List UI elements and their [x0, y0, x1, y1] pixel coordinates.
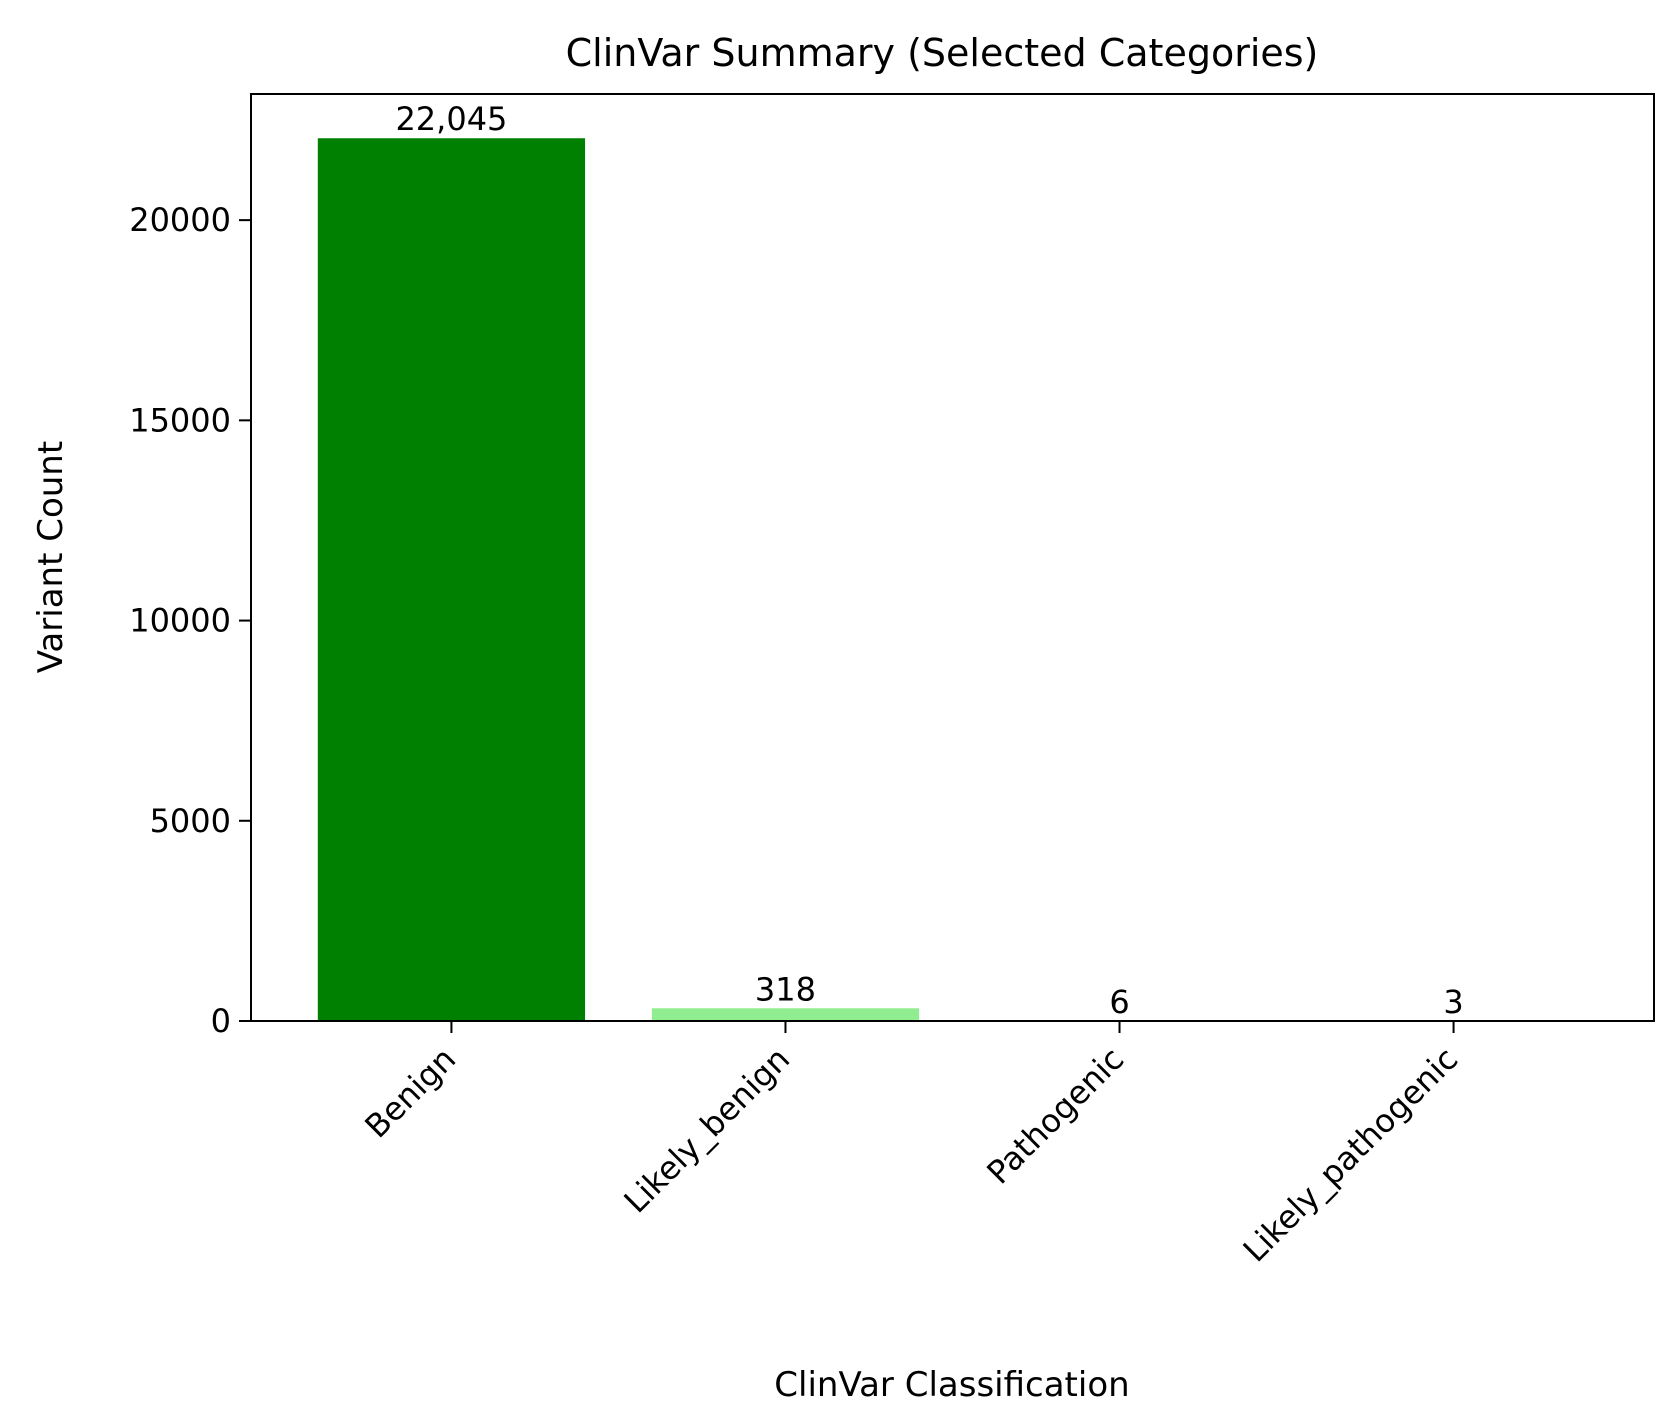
x-tick-label: Pathogenic — [979, 1040, 1131, 1192]
bars-group — [317, 138, 1588, 1021]
data-label-likely-pathogenic: 3 — [1443, 983, 1463, 1021]
y-tick-label: 20000 — [129, 201, 231, 239]
bar-likely-benign — [651, 1008, 920, 1021]
data-label-pathogenic: 6 — [1109, 983, 1129, 1021]
y-tick-label: 10000 — [129, 602, 231, 640]
bar-benign — [317, 138, 586, 1021]
x-axis-label: ClinVar Classification — [774, 1365, 1129, 1405]
data-label-likely-benign: 318 — [755, 970, 816, 1008]
y-tick-label: 0 — [211, 1002, 231, 1040]
y-tick-label: 5000 — [150, 802, 231, 840]
data-label-benign: 22,045 — [395, 100, 507, 138]
y-tick-label: 15000 — [129, 401, 231, 439]
plot-frame — [250, 93, 1655, 1022]
x-tick-label: Likely_benign — [617, 1040, 798, 1221]
x-axis: Benign Likely_benign Pathogenic Likely_path… — [357, 1021, 1465, 1269]
data-labels-group: 22,045 318 6 3 — [395, 100, 1463, 1021]
chart-title: ClinVar Summary (Selected Categories) — [566, 31, 1319, 75]
y-axis-label: Variant Count — [31, 441, 71, 673]
x-tick-label: Likely_pathogenic — [1236, 1040, 1466, 1270]
x-tick-label: Benign — [357, 1040, 463, 1146]
y-axis: 0 5000 10000 15000 20000 — [129, 201, 251, 1040]
